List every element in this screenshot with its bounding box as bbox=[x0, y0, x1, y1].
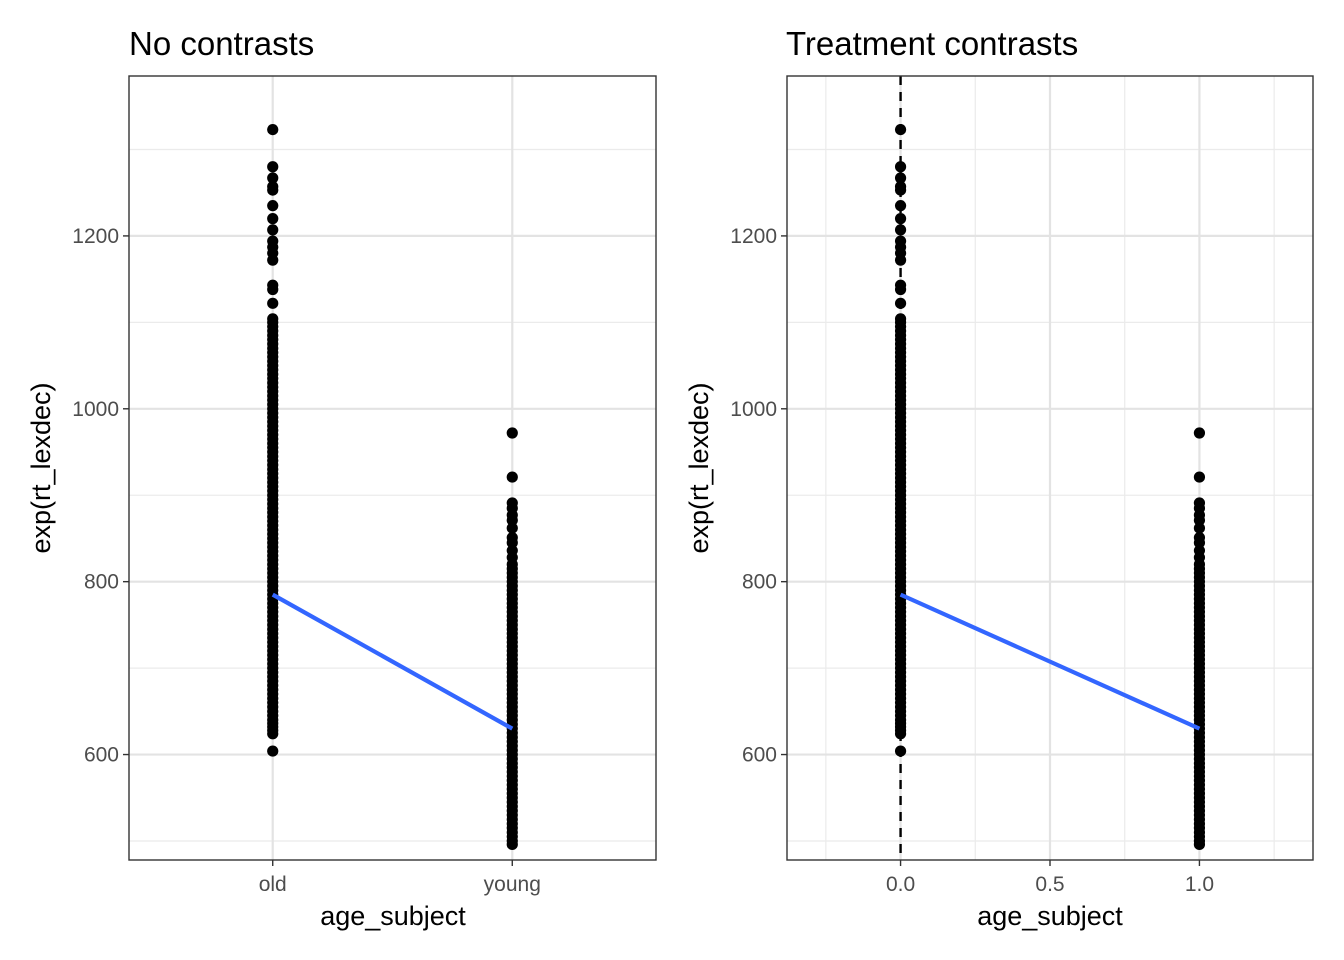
y-tick-label: 1200 bbox=[730, 225, 777, 248]
data-point bbox=[1193, 427, 1206, 439]
y-tick-label: 600 bbox=[84, 744, 119, 767]
data-point bbox=[267, 224, 279, 236]
data-point bbox=[267, 297, 279, 309]
data-point bbox=[1193, 544, 1206, 557]
data-point bbox=[894, 172, 907, 184]
data-point bbox=[267, 313, 279, 325]
x-tick-label: old bbox=[259, 873, 287, 896]
x-axis-title: age_subject bbox=[320, 901, 466, 931]
data-point bbox=[267, 200, 279, 212]
data-point bbox=[506, 531, 518, 544]
data-point bbox=[894, 279, 907, 291]
plot-area: 600 800 1000 1200 0.0 0.5 1.0 bbox=[730, 75, 1314, 896]
data-point bbox=[506, 544, 518, 557]
data-point bbox=[894, 224, 907, 236]
panel-treatment-contrasts: Treatment contrasts 600 800 1000 1200 0.0 0.5… bbox=[684, 25, 1314, 931]
data-point bbox=[267, 161, 279, 173]
x-tick-label: 1.0 bbox=[1185, 873, 1214, 896]
data-point bbox=[894, 123, 907, 136]
data-point bbox=[267, 279, 279, 291]
x-axis-title: age_subject bbox=[977, 901, 1123, 931]
panel-no-contrasts: No contrasts 600 800 1000 1200 old young age_… bbox=[26, 25, 657, 931]
data-point bbox=[894, 313, 907, 325]
data-point bbox=[894, 745, 907, 757]
data-point bbox=[894, 181, 907, 193]
data-point bbox=[506, 471, 518, 483]
panel-border bbox=[128, 75, 657, 861]
x-tick-label: 0.0 bbox=[886, 873, 915, 896]
data-point bbox=[894, 161, 907, 173]
panel-title: Treatment contrasts bbox=[786, 25, 1078, 62]
data-point bbox=[267, 172, 279, 184]
y-tick-label: 800 bbox=[84, 571, 119, 594]
y-tick-label: 1200 bbox=[72, 225, 119, 248]
x-tick-label: young bbox=[484, 873, 541, 896]
y-axis-title: exp(rt_lexdec) bbox=[26, 382, 56, 553]
data-point bbox=[267, 235, 279, 247]
x-tick-label: 0.5 bbox=[1035, 873, 1064, 896]
y-axis-title: exp(rt_lexdec) bbox=[684, 382, 714, 553]
data-point bbox=[506, 497, 518, 509]
plot-area: 600 800 1000 1200 old young bbox=[72, 75, 657, 896]
fit-line bbox=[899, 592, 1201, 731]
data-point bbox=[506, 522, 518, 534]
data-point bbox=[267, 123, 279, 136]
y-tick-label: 800 bbox=[742, 571, 777, 594]
data-point bbox=[267, 213, 279, 225]
data-point bbox=[1193, 497, 1206, 509]
data-point bbox=[506, 427, 518, 439]
fit-line bbox=[271, 592, 514, 731]
data-point bbox=[1193, 531, 1206, 544]
data-point bbox=[267, 745, 279, 757]
panel-background bbox=[129, 76, 656, 860]
data-point bbox=[1193, 471, 1206, 483]
data-point bbox=[894, 297, 907, 309]
y-tick-label: 600 bbox=[742, 744, 777, 767]
y-tick-label: 1000 bbox=[730, 398, 777, 421]
data-point bbox=[894, 235, 907, 247]
data-point bbox=[267, 181, 279, 193]
data-point bbox=[894, 200, 907, 212]
data-point bbox=[1193, 522, 1206, 534]
y-tick-label: 1000 bbox=[72, 398, 119, 421]
data-point bbox=[894, 213, 907, 225]
panel-title: No contrasts bbox=[129, 25, 314, 62]
